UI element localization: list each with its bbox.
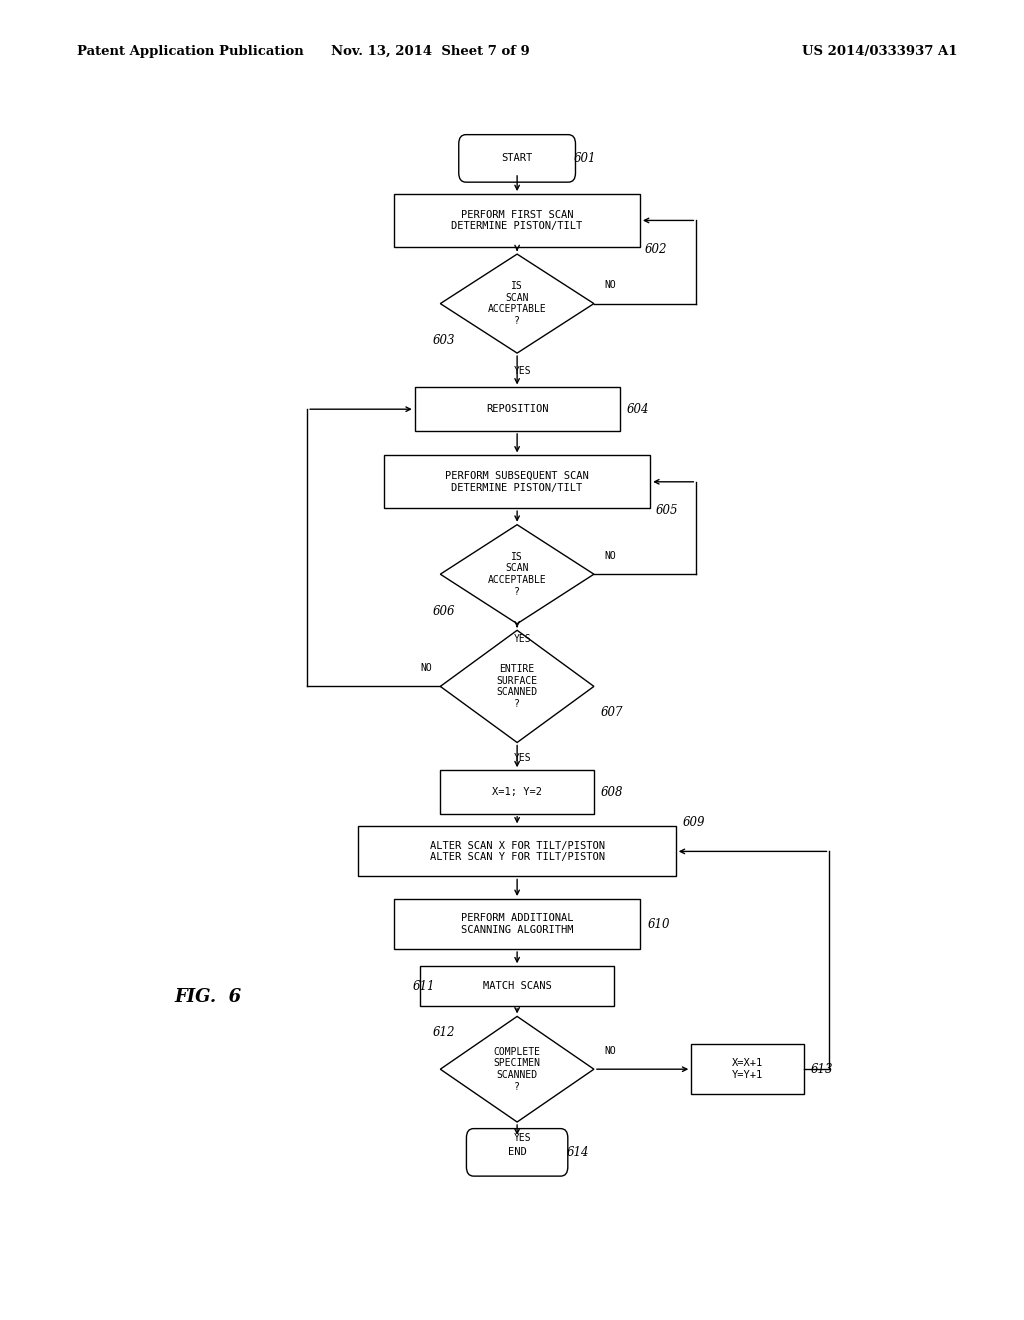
Bar xyxy=(384,455,650,508)
Text: 605: 605 xyxy=(655,504,678,517)
Polygon shape xyxy=(440,253,594,352)
Text: ALTER SCAN X FOR TILT/PISTON
ALTER SCAN Y FOR TILT/PISTON: ALTER SCAN X FOR TILT/PISTON ALTER SCAN … xyxy=(430,841,604,862)
Text: 610: 610 xyxy=(647,917,670,931)
Text: IS
SCAN
ACCEPTABLE
?: IS SCAN ACCEPTABLE ? xyxy=(487,281,547,326)
Bar xyxy=(394,899,640,949)
Text: 611: 611 xyxy=(413,979,435,993)
Text: MATCH SCANS: MATCH SCANS xyxy=(482,981,552,991)
Bar xyxy=(691,1044,804,1094)
Text: 609: 609 xyxy=(683,816,706,829)
Bar xyxy=(415,388,620,430)
Text: 603: 603 xyxy=(433,334,456,347)
Bar xyxy=(358,826,676,876)
Text: X=X+1
Y=Y+1: X=X+1 Y=Y+1 xyxy=(732,1059,763,1080)
Text: PERFORM SUBSEQUENT SCAN
DETERMINE PISTON/TILT: PERFORM SUBSEQUENT SCAN DETERMINE PISTON… xyxy=(445,471,589,492)
Text: FIG.  6: FIG. 6 xyxy=(174,987,242,1006)
Text: YES: YES xyxy=(513,635,531,644)
Polygon shape xyxy=(440,1016,594,1122)
Text: YES: YES xyxy=(513,752,531,763)
Text: END: END xyxy=(508,1147,526,1158)
Text: REPOSITION: REPOSITION xyxy=(485,404,549,414)
Text: Patent Application Publication: Patent Application Publication xyxy=(77,45,303,58)
Text: 607: 607 xyxy=(601,706,624,719)
Text: US 2014/0333937 A1: US 2014/0333937 A1 xyxy=(802,45,957,58)
Polygon shape xyxy=(440,525,594,624)
Text: START: START xyxy=(502,153,532,164)
Text: NO: NO xyxy=(604,1045,615,1056)
Text: 601: 601 xyxy=(573,152,596,165)
Text: 604: 604 xyxy=(627,403,649,416)
Text: 606: 606 xyxy=(433,605,456,618)
Text: 612: 612 xyxy=(433,1026,456,1039)
Text: PERFORM ADDITIONAL
SCANNING ALGORITHM: PERFORM ADDITIONAL SCANNING ALGORITHM xyxy=(461,913,573,935)
Text: NO: NO xyxy=(604,280,615,290)
Text: YES: YES xyxy=(513,366,531,376)
FancyBboxPatch shape xyxy=(459,135,575,182)
Polygon shape xyxy=(440,631,594,742)
Bar xyxy=(420,966,614,1006)
Bar xyxy=(440,771,594,813)
Text: PERFORM FIRST SCAN
DETERMINE PISTON/TILT: PERFORM FIRST SCAN DETERMINE PISTON/TILT xyxy=(452,210,583,231)
Text: 602: 602 xyxy=(645,243,668,256)
Bar xyxy=(394,194,640,247)
Text: 614: 614 xyxy=(566,1146,589,1159)
Text: NO: NO xyxy=(604,550,615,561)
Text: NO: NO xyxy=(421,663,432,673)
Text: 613: 613 xyxy=(811,1063,834,1076)
Text: Nov. 13, 2014  Sheet 7 of 9: Nov. 13, 2014 Sheet 7 of 9 xyxy=(331,45,529,58)
Text: ENTIRE
SURFACE
SCANNED
?: ENTIRE SURFACE SCANNED ? xyxy=(497,664,538,709)
Text: X=1; Y=2: X=1; Y=2 xyxy=(493,787,542,797)
FancyBboxPatch shape xyxy=(467,1129,567,1176)
Text: 608: 608 xyxy=(601,785,624,799)
Text: YES: YES xyxy=(513,1133,531,1143)
Text: IS
SCAN
ACCEPTABLE
?: IS SCAN ACCEPTABLE ? xyxy=(487,552,547,597)
Text: COMPLETE
SPECIMEN
SCANNED
?: COMPLETE SPECIMEN SCANNED ? xyxy=(494,1047,541,1092)
